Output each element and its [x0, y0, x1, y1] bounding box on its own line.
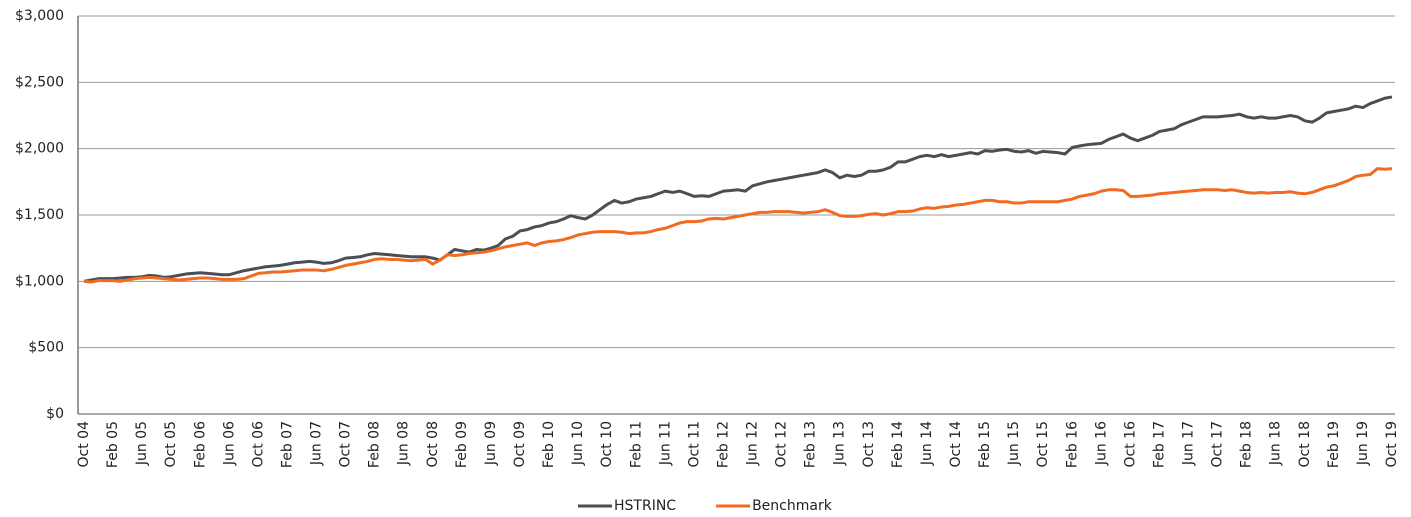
x-tick-label: Jun 14	[919, 421, 935, 466]
x-tick-label: Jun 08	[396, 421, 412, 466]
x-tick-label: Oct 14	[948, 421, 964, 468]
x-tick-label: Oct 06	[250, 421, 266, 468]
x-tick-label: Oct 15	[1035, 421, 1051, 467]
x-tick-label: Jun 15	[1006, 421, 1022, 466]
x-tick-label: Feb 06	[192, 421, 208, 468]
y-tick-label: $500	[28, 340, 64, 356]
x-tick-label: Jun 05	[134, 421, 150, 466]
x-tick-label: Jun 18	[1268, 421, 1284, 466]
y-tick-label: $0	[46, 406, 64, 422]
x-tick-label: Jun 09	[483, 421, 499, 466]
y-tick-label: $1,500	[15, 207, 64, 223]
x-tick-label: Feb 08	[367, 421, 383, 468]
x-tick-label: Oct 04	[76, 421, 92, 468]
x-tick-label: Feb 16	[1064, 421, 1080, 468]
x-tick-label: Jun 16	[1093, 421, 1109, 466]
x-tick-label: Oct 19	[1384, 421, 1400, 467]
y-tick-label: $2,500	[15, 74, 64, 90]
x-tick-label: Feb 09	[454, 421, 470, 468]
x-tick-label: Feb 11	[628, 421, 644, 468]
series-line	[83, 167, 1393, 284]
x-tick-label: Feb 05	[105, 421, 121, 468]
x-tick-label: Feb 19	[1326, 421, 1342, 468]
x-tick-label: Jun 19	[1355, 421, 1371, 466]
x-tick-label: Oct 11	[686, 421, 702, 467]
x-tick-label: Oct 10	[599, 421, 615, 467]
x-tick-label: Oct 05	[163, 421, 179, 467]
x-tick-label: Oct 13	[861, 421, 877, 467]
x-tick-label: Oct 12	[774, 421, 790, 467]
x-tick-label: Oct 07	[338, 421, 354, 467]
x-tick-label: Feb 07	[279, 421, 295, 468]
x-tick-label: Oct 18	[1297, 421, 1313, 467]
y-tick-label: $3,000	[15, 8, 64, 24]
x-tick-label: Jun 10	[570, 421, 586, 466]
x-tick-label: Feb 12	[715, 421, 731, 468]
x-tick-label: Feb 15	[977, 421, 993, 468]
x-tick-label: Jun 17	[1181, 421, 1197, 466]
x-tick-label: Feb 10	[541, 421, 557, 468]
x-tick-label: Oct 17	[1210, 421, 1226, 467]
x-tick-label: Oct 08	[425, 421, 441, 467]
x-tick-label: Jun 06	[221, 421, 237, 466]
series-line	[83, 95, 1393, 283]
x-tick-label: Feb 18	[1239, 421, 1255, 468]
legend-label: HSTRINC	[614, 498, 676, 514]
y-tick-label: $1,000	[15, 273, 64, 289]
x-tick-label: Feb 14	[890, 421, 906, 468]
x-tick-label: Oct 09	[512, 421, 528, 467]
x-tick-label: Oct 16	[1122, 421, 1138, 468]
x-tick-label: Jun 11	[657, 421, 673, 466]
x-tick-label: Jun 13	[832, 421, 848, 466]
x-tick-label: Jun 07	[309, 421, 325, 466]
y-tick-label: $2,000	[15, 141, 64, 157]
legend-label: Benchmark	[752, 498, 833, 514]
x-tick-label: Feb 17	[1151, 421, 1167, 468]
x-tick-label: Jun 12	[745, 421, 761, 466]
x-tick-label: Feb 13	[803, 421, 819, 468]
